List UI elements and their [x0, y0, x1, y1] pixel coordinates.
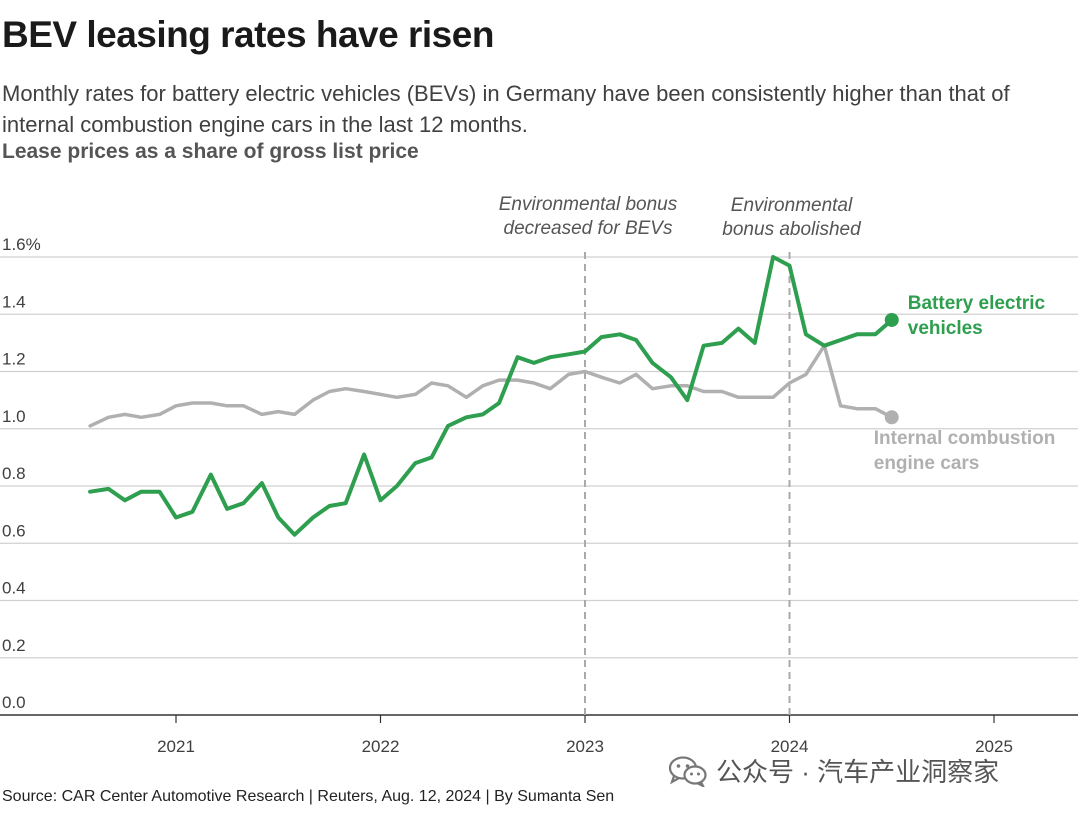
- x-tick-label: 2025: [975, 737, 1013, 756]
- annotation-label: Environmental bonus: [499, 194, 678, 215]
- x-tick-label: 2022: [362, 737, 400, 756]
- x-tick-label: 2023: [566, 737, 604, 756]
- annotation-label: decreased for BEVs: [504, 218, 673, 239]
- x-tick-label: 2024: [771, 737, 809, 756]
- ice-end-marker: [884, 410, 899, 425]
- ice-series-label: engine cars: [874, 453, 980, 474]
- y-tick-label: 0.6: [2, 521, 26, 540]
- annotation-label: Environmental: [731, 195, 853, 216]
- y-tick-label: 1.4: [2, 292, 26, 311]
- watermark: 公众号 · 汽车产业洞察家: [668, 752, 999, 789]
- y-tick-label: 1.6%: [2, 235, 41, 254]
- y-tick-label: 0.0: [2, 693, 26, 712]
- annotation-label: bonus abolished: [722, 219, 862, 240]
- unit-label: Lease prices as a share of gross list pr…: [2, 140, 419, 163]
- y-tick-label: 0.8: [2, 464, 26, 483]
- chart-title: BEV leasing rates have risen: [2, 14, 494, 55]
- bev-series-label: Battery electric: [908, 293, 1046, 314]
- watermark-text: 公众号 · 汽车产业洞察家: [716, 757, 1000, 787]
- y-tick-label: 0.2: [2, 636, 26, 655]
- x-tick-label: 2021: [157, 737, 195, 756]
- ice-series-line: [88, 343, 894, 428]
- y-tick-label: 1.2: [2, 350, 26, 369]
- wechat-icon: [668, 755, 707, 787]
- bev-series-label: vehicles: [908, 318, 983, 339]
- ice-series-label: Internal combustion: [874, 428, 1056, 449]
- bev-end-marker: [884, 312, 899, 327]
- bev-series-line: [88, 255, 894, 537]
- y-tick-label: 0.4: [2, 579, 26, 598]
- source-note: Source: CAR Center Automotive Research |…: [2, 788, 615, 805]
- y-tick-label: 1.0: [2, 407, 26, 426]
- chart-subtitle: Monthly rates for battery electric vehic…: [2, 81, 1010, 137]
